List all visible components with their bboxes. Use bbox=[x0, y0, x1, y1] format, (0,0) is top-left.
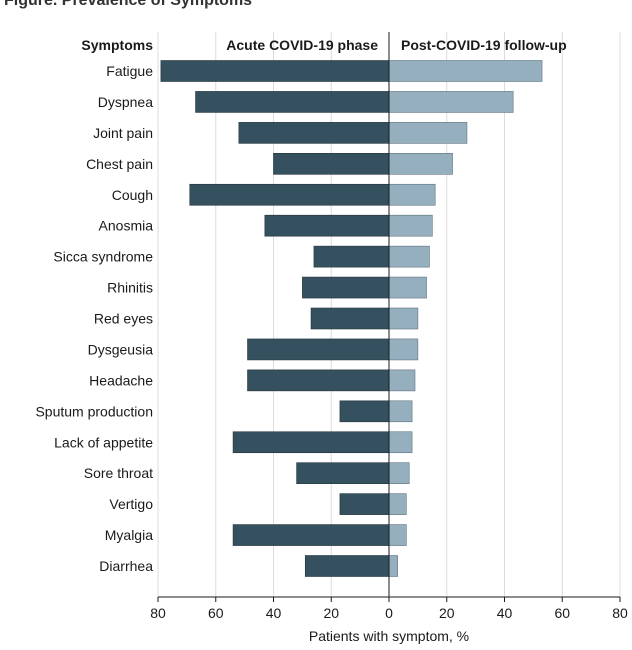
bar-post bbox=[388, 276, 427, 299]
x-axis-label: Patients with symptom, % bbox=[309, 628, 469, 644]
bar-post bbox=[388, 524, 407, 546]
bar-acute bbox=[195, 91, 390, 113]
bar-post bbox=[388, 400, 413, 423]
category-label: Chest pain bbox=[86, 156, 153, 172]
bar-acute bbox=[189, 183, 390, 206]
bar-post bbox=[388, 555, 398, 577]
bar-post bbox=[388, 214, 433, 237]
category-label: Sicca syndrome bbox=[53, 249, 153, 265]
category-label: Diarrhea bbox=[99, 558, 153, 574]
category-label: Dyspnea bbox=[98, 94, 153, 110]
x-tick-label: 40 bbox=[266, 605, 282, 621]
x-tick-label: 40 bbox=[497, 605, 513, 621]
category-label: Myalgia bbox=[105, 527, 153, 543]
bars bbox=[160, 60, 543, 577]
bar-acute bbox=[302, 276, 390, 299]
category-label: Sore throat bbox=[84, 465, 153, 481]
bar-acute bbox=[313, 245, 390, 268]
figure-title: Figure. Prevalence of Symptoms bbox=[4, 0, 253, 9]
x-tick-label: 20 bbox=[439, 605, 455, 621]
category-label: Red eyes bbox=[94, 311, 153, 327]
bar-post bbox=[388, 183, 436, 206]
category-label: Dysgeusia bbox=[88, 341, 154, 357]
bar-post bbox=[388, 245, 430, 268]
bar-acute bbox=[273, 153, 390, 175]
bar-post bbox=[388, 60, 543, 82]
bar-acute bbox=[304, 555, 390, 577]
category-label: Vertigo bbox=[109, 496, 153, 512]
bar-acute bbox=[310, 307, 390, 330]
x-tick-label: 80 bbox=[612, 605, 628, 621]
category-label: Headache bbox=[89, 372, 153, 388]
bar-post bbox=[388, 91, 514, 113]
bar-post bbox=[388, 431, 413, 454]
x-tick-label: 80 bbox=[150, 605, 166, 621]
category-label: Anosmia bbox=[99, 218, 154, 234]
x-tick-label: 20 bbox=[323, 605, 339, 621]
header-symptoms: Symptoms bbox=[81, 37, 153, 53]
bar-post bbox=[388, 307, 419, 330]
category-label: Lack of appetite bbox=[54, 434, 153, 450]
bar-post bbox=[388, 153, 453, 175]
bar-acute bbox=[264, 214, 390, 237]
bar-post bbox=[388, 338, 419, 361]
bar-post bbox=[388, 493, 407, 515]
bar-acute bbox=[238, 122, 390, 144]
category-label: Cough bbox=[112, 187, 153, 203]
bar-post bbox=[388, 369, 416, 392]
bar-acute bbox=[232, 431, 390, 454]
category-labels: Fatigue Dyspnea Joint pain Chest pain Cough A… bbox=[35, 63, 153, 574]
bar-acute bbox=[232, 524, 390, 546]
x-tick-label: 60 bbox=[554, 605, 570, 621]
bar-post bbox=[388, 462, 410, 484]
header-acute: Acute COVID-19 phase bbox=[226, 37, 378, 53]
bar-post bbox=[388, 122, 468, 144]
category-label: Rhinitis bbox=[107, 280, 153, 296]
category-label: Joint pain bbox=[93, 125, 153, 141]
bar-acute bbox=[247, 369, 390, 392]
bar-acute bbox=[339, 400, 390, 423]
bar-acute bbox=[339, 493, 390, 515]
bar-acute bbox=[247, 338, 390, 361]
header-post: Post-COVID-19 follow-up bbox=[401, 37, 567, 53]
category-label: Fatigue bbox=[106, 63, 153, 79]
bar-acute bbox=[296, 462, 390, 484]
category-label: Sputum production bbox=[35, 403, 153, 419]
x-axis: 80 60 40 20 0 20 40 60 80 bbox=[150, 32, 628, 621]
x-tick-label: 60 bbox=[208, 605, 224, 621]
bar-acute bbox=[160, 60, 390, 82]
x-tick-label: 0 bbox=[385, 605, 393, 621]
